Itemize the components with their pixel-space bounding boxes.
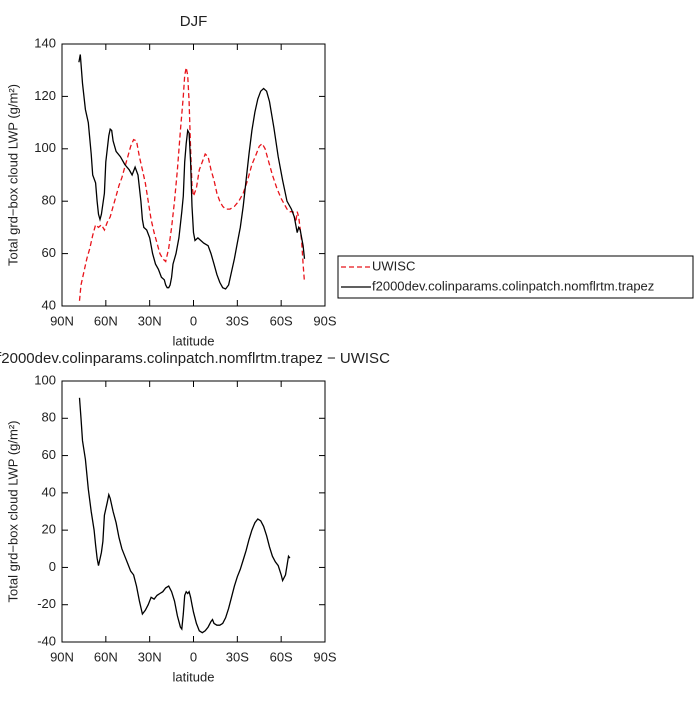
x-tick-label: 60S bbox=[270, 649, 293, 664]
y-tick-label: 140 bbox=[34, 35, 56, 50]
plot-frame bbox=[61, 380, 326, 643]
y-tick-label: -40 bbox=[37, 633, 56, 648]
y-tick-label: 80 bbox=[42, 410, 56, 425]
x-tick-label: 60N bbox=[94, 649, 118, 664]
y-tick-label: 0 bbox=[49, 559, 56, 574]
data-line bbox=[78, 67, 306, 301]
y-tick-label: 80 bbox=[42, 193, 56, 208]
x-tick-label: 90N bbox=[50, 649, 74, 664]
y-tick-label: 60 bbox=[42, 447, 56, 462]
legend-label: UWISC bbox=[372, 258, 415, 273]
y-tick-label: 60 bbox=[42, 245, 56, 260]
x-tick-label: 90S bbox=[313, 649, 336, 664]
chart-title: f2000dev.colinparams.colinpatch.nomflrtm… bbox=[0, 350, 390, 367]
y-tick-label: 20 bbox=[42, 522, 56, 537]
x-axis-label: latitude bbox=[173, 333, 215, 348]
y-tick-label: 120 bbox=[34, 88, 56, 103]
y-tick-label: 100 bbox=[34, 140, 56, 155]
y-tick-label: 100 bbox=[34, 372, 56, 387]
y-axis-label: Total grd−box cloud LWP (g/m²) bbox=[5, 421, 20, 603]
y-tick-label: 40 bbox=[42, 297, 56, 312]
data-line bbox=[78, 54, 306, 290]
y-tick-label: 40 bbox=[42, 484, 56, 499]
x-tick-label: 90S bbox=[313, 313, 336, 328]
x-tick-label: 90N bbox=[50, 313, 74, 328]
x-tick-label: 30S bbox=[226, 313, 249, 328]
x-tick-label: 60S bbox=[270, 313, 293, 328]
chart-title: DJF bbox=[180, 13, 208, 30]
x-tick-label: 30N bbox=[138, 313, 162, 328]
plot-frame bbox=[61, 43, 326, 307]
legend-frame bbox=[337, 255, 694, 299]
x-tick-label: 30S bbox=[226, 649, 249, 664]
legend-label: f2000dev.colinparams.colinpatch.nomflrtm… bbox=[372, 278, 654, 293]
x-tick-label: 60N bbox=[94, 313, 118, 328]
x-axis-label: latitude bbox=[173, 669, 215, 684]
x-tick-label: 0 bbox=[190, 649, 197, 664]
y-axis-label: Total grd−box cloud LWP (g/m²) bbox=[5, 84, 20, 266]
data-line bbox=[78, 397, 291, 634]
y-tick-label: -20 bbox=[37, 596, 56, 611]
x-tick-label: 30N bbox=[138, 649, 162, 664]
x-tick-label: 0 bbox=[190, 313, 197, 328]
